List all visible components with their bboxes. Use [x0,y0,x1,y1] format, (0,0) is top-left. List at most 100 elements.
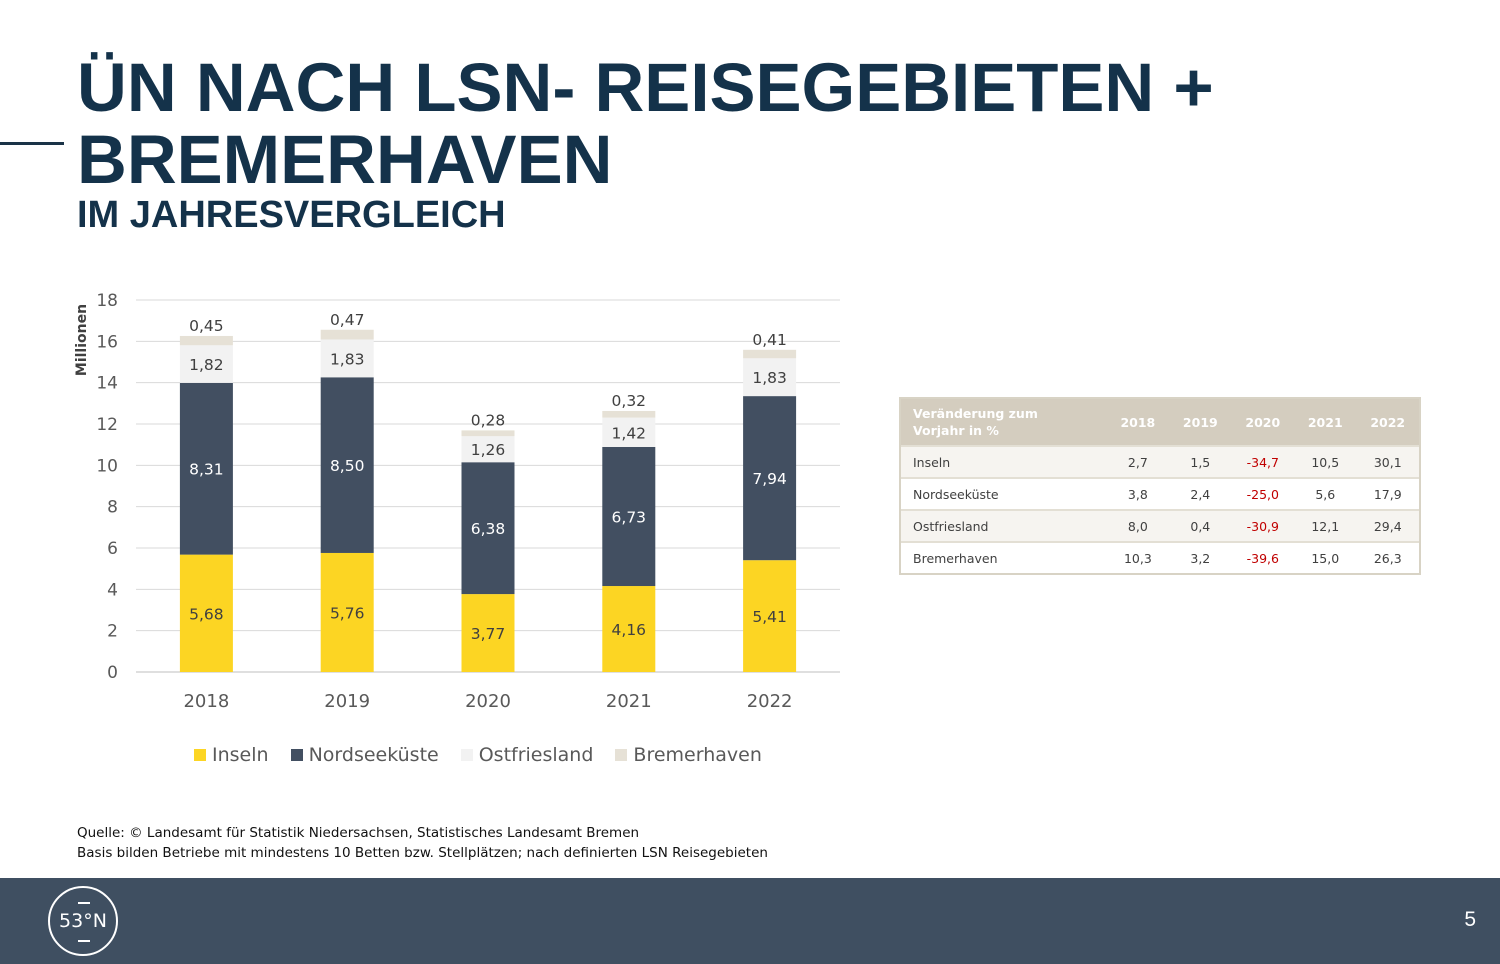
table-cell: 29,4 [1356,509,1419,542]
table-cell: -39,6 [1231,541,1295,573]
title-line-2: BREMERHAVEN [77,121,613,198]
title-line-1: ÜN NACH LSN- REISEGEBIETEN + [77,49,1214,126]
legend-item: Inseln [194,744,269,766]
table-year-header: 2022 [1356,399,1419,446]
y-tick-label: 0 [107,663,118,683]
data-label: 1,82 [189,356,224,374]
x-tick-label: 2018 [183,691,229,712]
x-tick-label: 2019 [324,691,370,712]
legend-swatch [615,749,628,761]
source-line-2: Basis bilden Betriebe mit mindestens 10 … [77,845,768,861]
bar-segment [602,410,656,418]
bar-segment [461,430,515,437]
data-label: 5,76 [330,604,365,622]
table-year-header: 2019 [1169,399,1232,446]
bar-segment [602,446,656,587]
data-label: 6,73 [612,508,647,526]
table-cell: 3,8 [1106,477,1170,510]
table-cell: 5,6 [1294,477,1357,510]
table-row: Ostfriesland 8,0 0,4 -30,9 12,1 29,4 [901,509,1419,542]
table-cell: 26,3 [1356,541,1419,573]
bar-segment [743,560,797,672]
bar-segment [743,358,797,397]
data-label: 0,47 [330,311,365,329]
table-header-line-2: Vorjahr in % [913,423,999,438]
legend-label: Nordseeküste [308,744,439,766]
page-title: ÜN NACH LSN- REISEGEBIETEN + BREMERHAVEN [77,52,1277,196]
table-row: Bremerhaven 10,3 3,2 -39,6 15,0 26,3 [901,541,1419,573]
bar-segment [743,396,797,561]
table-row-label: Bremerhaven [901,541,1107,573]
legend-label: Inseln [212,744,269,766]
table-row: Nordseeküste 3,8 2,4 -25,0 5,6 17,9 [901,477,1419,510]
data-label: 1,83 [330,350,365,368]
table-row-label: Nordseeküste [901,477,1107,510]
table-year-header: 2020 [1231,399,1295,446]
page-number: 5 [1464,908,1476,931]
source-note: Quelle: © Landesamt für Statistik Nieder… [77,823,768,863]
table-cell: 10,5 [1294,445,1357,478]
table-cell: 8,0 [1106,509,1170,542]
data-label: 0,32 [612,392,647,410]
logo-tick-bottom [78,940,90,942]
table-year-header: 2018 [1106,399,1170,446]
source-line-1: Quelle: © Landesamt für Statistik Nieder… [77,825,640,841]
data-label: 5,41 [752,608,787,626]
legend-label: Ostfriesland [478,744,594,766]
chart-legend: Inseln Nordseeküste Ostfriesland Bremerhave… [194,744,762,766]
table-cell: 12,1 [1294,509,1357,542]
bar-segment [461,462,515,595]
data-label: 0,45 [189,317,224,335]
y-tick-label: 6 [107,539,118,559]
table-cell: -30,9 [1231,509,1295,542]
logo-tick-top [78,902,90,904]
page-subtitle: IM JAHRESVERGLEICH [77,194,506,236]
footer-bar: 53°N 5 [0,878,1500,964]
data-label: 3,77 [471,625,506,643]
logo: 53°N [48,886,118,956]
data-label: 8,50 [330,457,365,475]
bar-segment [461,594,515,672]
bar-segment [461,436,515,463]
table-cell: 17,9 [1356,477,1419,510]
table-header-line-1: Veränderung zum [913,406,1038,421]
legend-item: Bremerhaven [615,744,762,766]
bar-segment [179,382,233,555]
y-tick-label: 8 [107,498,118,518]
table-cell: -25,0 [1231,477,1295,510]
y-tick-label: 16 [96,332,118,352]
x-tick-label: 2020 [465,691,511,712]
table-cell: 2,7 [1106,445,1170,478]
bar-segment [179,345,233,383]
bar-segment [320,552,374,672]
bar-segment [320,339,374,378]
bar-segment [320,377,374,553]
data-label: 5,68 [189,605,224,623]
y-axis-label: Millionen [74,304,90,376]
x-tick-label: 2021 [606,691,652,712]
legend-swatch [290,749,303,761]
data-label: 1,83 [752,369,787,387]
table-cell: 2,4 [1169,477,1232,510]
y-tick-label: 18 [96,291,118,311]
data-label: 8,31 [189,461,224,479]
y-tick-label: 14 [96,374,118,394]
table-cell: -34,7 [1231,445,1295,478]
legend-item: Ostfriesland [460,744,594,766]
legend-item: Nordseeküste [290,744,439,766]
bar-segment [743,349,797,359]
bar-segment [179,335,233,346]
bar-segment [320,329,374,340]
table-cell: 0,4 [1169,509,1232,542]
y-tick-label: 2 [107,622,118,642]
bar-segment [179,554,233,672]
stacked-bar-chart: 0 2 4 6 8 10 12 14 16 18 5,68 8,31 1,82 0,45 2018 5,76… [74,291,840,712]
table-header-row: Veränderung zum Vorjahr in % 2018 2019 2… [901,399,1419,446]
table-header-label: Veränderung zum Vorjahr in % [901,399,1107,446]
table-row-label: Inseln [901,445,1107,478]
y-tick-label: 4 [107,580,118,600]
table-cell: 10,3 [1106,541,1170,573]
legend-label: Bremerhaven [633,744,762,766]
accent-line [0,142,64,145]
change-table: Veränderung zum Vorjahr in % 2018 2019 2… [899,397,1421,575]
